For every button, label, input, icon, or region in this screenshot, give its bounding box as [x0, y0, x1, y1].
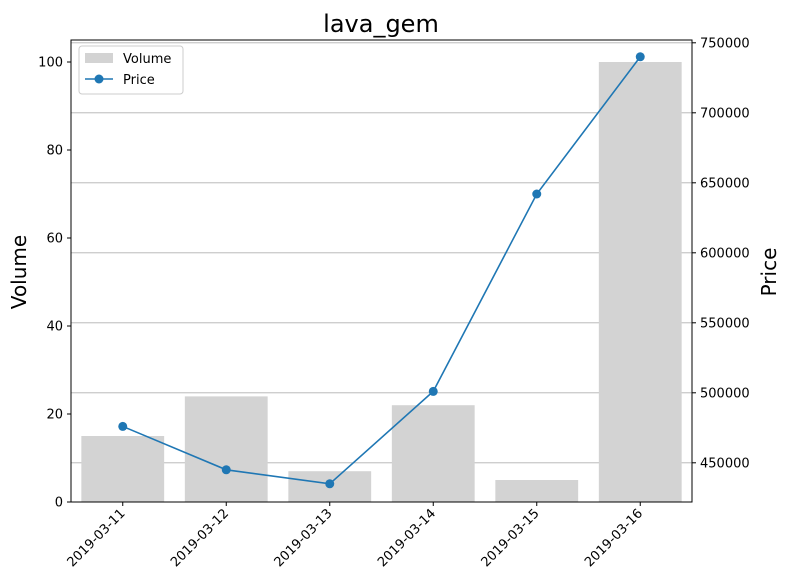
price-point: [118, 421, 128, 431]
x-tick-label: 2019-03-11: [65, 506, 129, 570]
price-point: [635, 52, 645, 62]
y-tick-label-left: 100: [38, 56, 63, 71]
legend-swatch-volume: [85, 53, 113, 63]
volume-bar: [184, 396, 268, 502]
x-tick-label: 2019-03-14: [375, 506, 439, 570]
price-line: [118, 52, 645, 489]
legend-label-price: Price: [123, 73, 155, 88]
volume-bar: [81, 436, 165, 502]
plot-frame: [70, 39, 693, 503]
grid-lines: [71, 42, 692, 464]
y-tick-label-right: 700000: [700, 106, 750, 121]
x-tick-label: 2019-03-12: [168, 506, 232, 570]
y-tick-label-right: 550000: [700, 316, 750, 331]
y-axis-label-right: Price: [757, 248, 781, 297]
y-tick-label-right: 450000: [700, 456, 750, 471]
y-tick-label-right: 600000: [700, 246, 750, 261]
x-tick-label: 2019-03-15: [479, 506, 543, 570]
price-series-line: [122, 56, 641, 485]
volume-bars: [81, 62, 682, 502]
price-point: [428, 386, 438, 396]
price-point: [532, 189, 542, 199]
volume-bar: [495, 480, 579, 502]
y-axis-label-left: Volume: [7, 235, 31, 309]
y-tick-label-left: 40: [46, 320, 63, 335]
legend: Volume Price: [78, 45, 184, 95]
x-tick-label: 2019-03-16: [582, 506, 646, 570]
chart-title: lava_gem: [323, 10, 439, 38]
price-point: [221, 465, 231, 475]
legend-marker-price: [94, 74, 104, 84]
y-tick-label-left: 60: [46, 232, 63, 247]
y-tick-label-left: 0: [55, 496, 63, 511]
volume-bar: [391, 405, 475, 502]
y-tick-label-right: 750000: [700, 36, 750, 51]
y-tick-label-left: 20: [46, 408, 63, 423]
volume-bar: [598, 62, 682, 502]
price-point: [325, 479, 335, 489]
x-tick-label: 2019-03-13: [272, 506, 336, 570]
legend-label-volume: Volume: [123, 52, 171, 67]
y-tick-label-right: 500000: [700, 386, 750, 401]
y-tick-label-left: 80: [46, 144, 63, 159]
y-tick-label-right: 650000: [700, 176, 750, 191]
